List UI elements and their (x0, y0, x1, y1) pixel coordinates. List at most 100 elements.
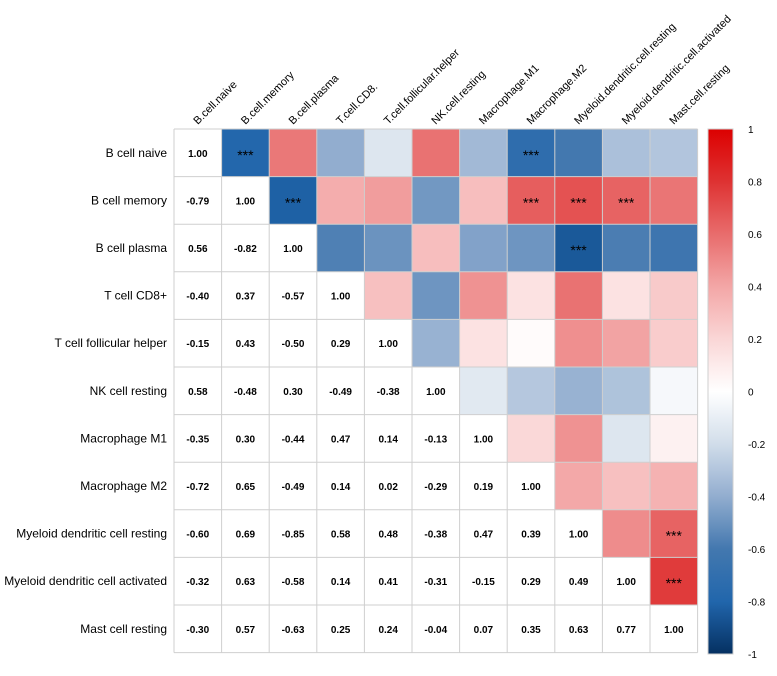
heatmap-cell (364, 224, 412, 272)
heatmap-cell (650, 129, 698, 177)
heatmap-value-label: 0.14 (331, 482, 351, 493)
heatmap-cell (650, 367, 698, 415)
heatmap-cell (602, 129, 650, 177)
heatmap-value-label: -0.31 (424, 577, 447, 588)
heatmap-value-label: 0.63 (569, 625, 589, 636)
heatmap-value-labels: 1.00 -0.79 1.00 0.56 -0.82 1.00 -0.40 0.37 -0.57… (186, 149, 684, 636)
heatmap-cell (602, 367, 650, 415)
column-labels: B.cell.naive B.cell.memoryB.cell.plasmaT.… (191, 13, 733, 127)
heatmap-cell (602, 224, 650, 272)
heatmap-cell (507, 129, 555, 177)
heatmap-cell (174, 271, 222, 320)
heatmap-cell (269, 224, 317, 272)
heatmap-value-label: 0.37 (236, 292, 256, 303)
heatmap-value-label: 0.65 (236, 482, 256, 493)
heatmap-value-label: 0.47 (474, 530, 494, 541)
heatmap-cell (554, 605, 603, 653)
column-label: Myeloid.dendritic.cell.resting (572, 21, 678, 127)
heatmap-cell (554, 414, 603, 463)
heatmap-cell (459, 557, 508, 605)
heatmap-cells (174, 129, 698, 653)
row-label: Myeloid dendritic cell activated (4, 574, 167, 588)
heatmap-cell (174, 462, 222, 510)
heatmap-value-label: -0.38 (424, 530, 447, 541)
heatmap-cell (602, 271, 650, 320)
heatmap-cell (316, 557, 365, 605)
heatmap-value-label: 0.63 (236, 577, 256, 588)
heatmap-value-label: -0.72 (186, 482, 209, 493)
heatmap-cell (221, 367, 270, 415)
heatmap-cell (602, 509, 650, 558)
heatmap-cell (269, 271, 317, 320)
heatmap-cell (269, 414, 317, 463)
heatmap-value-label: 1.00 (569, 530, 589, 541)
heatmap-cell (554, 509, 603, 558)
heatmap-value-label: -0.04 (424, 625, 447, 636)
heatmap-value-label: 0.48 (378, 530, 398, 541)
heatmap-value-label: 0.56 (188, 244, 208, 255)
heatmap-cell (459, 509, 508, 558)
heatmap-cell (650, 414, 698, 463)
heatmap-value-label: -0.79 (186, 196, 209, 207)
heatmap-cell (459, 319, 508, 367)
heatmap-cell (412, 367, 460, 415)
heatmap-cell (174, 557, 222, 605)
row-label: Mast cell resting (80, 622, 167, 636)
heatmap-value-label: 0.07 (474, 625, 494, 636)
heatmap-cell (507, 319, 555, 367)
heatmap-value-label: 0.35 (521, 625, 541, 636)
heatmap-cell (554, 557, 603, 605)
heatmap-value-label: 0.25 (331, 625, 351, 636)
heatmap-cell (554, 367, 603, 415)
heatmap-cell (269, 176, 317, 225)
heatmap-value-label: -0.38 (377, 387, 400, 398)
heatmap-value-label: -0.15 (186, 339, 209, 350)
heatmap-value-label: 0.58 (331, 530, 351, 541)
heatmap-cell (412, 271, 460, 320)
heatmap-value-label: 1.00 (664, 625, 684, 636)
heatmap-value-label: 0.02 (378, 482, 398, 493)
heatmap-cell (174, 176, 222, 225)
heatmap-value-label: -0.30 (186, 625, 209, 636)
heatmap-value-label: -0.32 (186, 577, 209, 588)
significance-label: *** (666, 528, 683, 544)
heatmap-value-label: 0.19 (474, 482, 494, 493)
heatmap-cell (174, 319, 222, 367)
heatmap-cell (221, 509, 270, 558)
colorbar-tick-label: 0.6 (748, 230, 762, 241)
significance-label: *** (285, 194, 302, 210)
heatmap-cell (650, 319, 698, 367)
heatmap-cell (507, 605, 555, 653)
heatmap-cell (316, 509, 365, 558)
heatmap-cell (412, 129, 460, 177)
heatmap-cell (412, 224, 460, 272)
significance-label: *** (618, 194, 635, 210)
colorbar-tick-label: -1 (748, 650, 757, 661)
significance-label: *** (570, 194, 587, 210)
colorbar-tick-label: 0.4 (748, 283, 762, 294)
heatmap-cell (221, 605, 270, 653)
heatmap-cell (507, 509, 555, 558)
column-label: T.cell.CD8. (334, 81, 380, 127)
heatmap-cell (316, 605, 365, 653)
heatmap-cell (221, 224, 270, 272)
heatmap-value-label: -0.13 (424, 434, 447, 445)
colorbar-tick-label: 0.8 (748, 178, 762, 189)
heatmap-cell (650, 557, 698, 605)
heatmap-cell (650, 462, 698, 510)
heatmap-cell (554, 224, 603, 272)
heatmap-value-label: 0.24 (378, 625, 398, 636)
heatmap-cell (650, 224, 698, 272)
heatmap-cell (554, 271, 603, 320)
heatmap-cell (459, 271, 508, 320)
heatmap-cell (221, 129, 270, 177)
heatmap-value-label: 0.57 (236, 625, 256, 636)
heatmap-cell (174, 367, 222, 415)
heatmap-cell (507, 414, 555, 463)
heatmap-cell (269, 367, 317, 415)
heatmap-cell (650, 176, 698, 225)
heatmap-cell (602, 176, 650, 225)
heatmap-cell (507, 176, 555, 225)
heatmap-cell (507, 462, 555, 510)
